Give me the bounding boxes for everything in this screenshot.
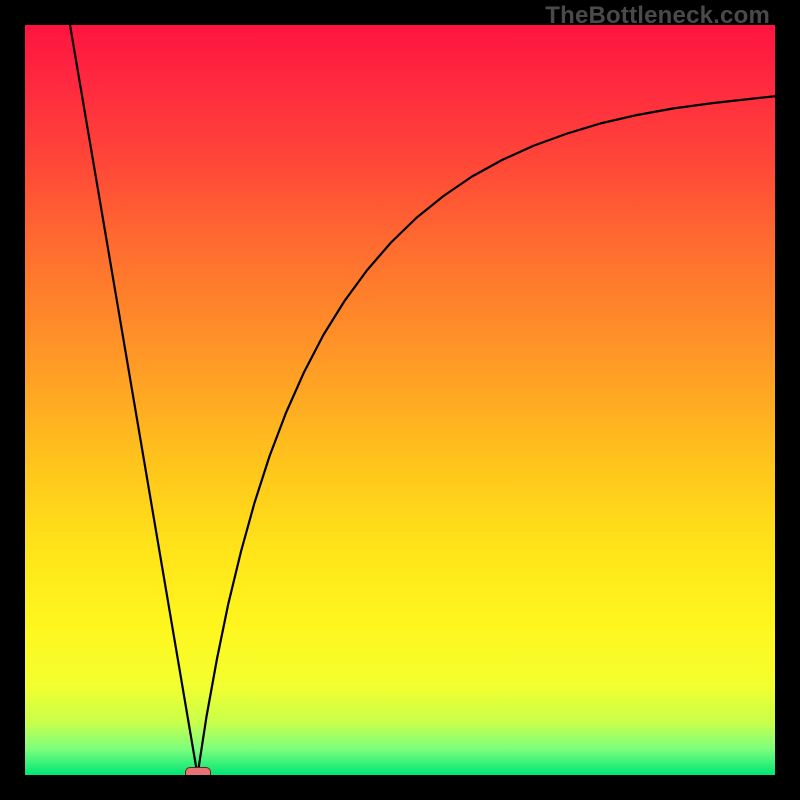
plot-area (25, 25, 775, 775)
optimal-point-marker (185, 767, 211, 775)
bottleneck-curve (25, 25, 775, 775)
chart-frame: TheBottleneck.com (0, 0, 800, 800)
